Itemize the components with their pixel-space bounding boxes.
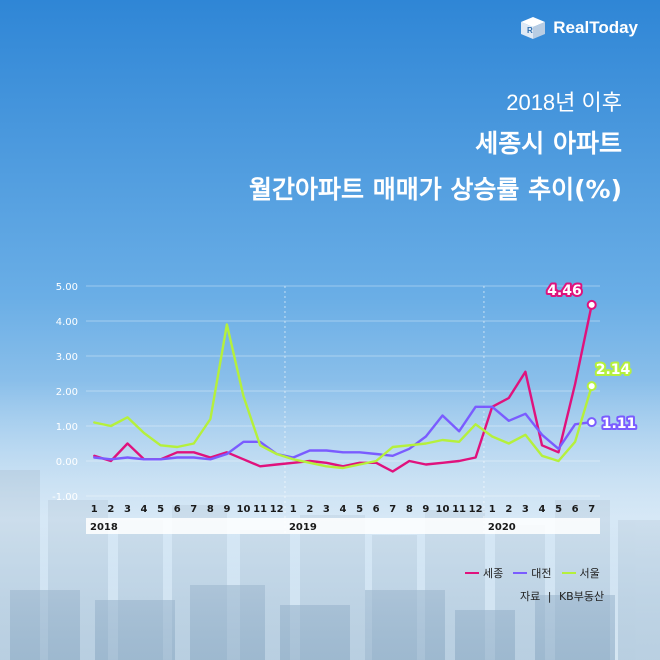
y-tick-label: 0.00	[56, 457, 78, 468]
x-tick-label: 11	[452, 504, 466, 515]
x-tick-label: 3	[124, 504, 131, 515]
source-label: 자료	[520, 590, 541, 603]
legend-item-daejeon: 대전	[513, 565, 552, 581]
end-labels: 4.464.462.142.141.111.11	[545, 281, 638, 434]
x-tick-label: 6	[373, 504, 380, 515]
legend-label-seoul: 서울	[579, 567, 600, 580]
svg-text:R: R	[527, 26, 533, 35]
legend-swatch-seoul	[561, 572, 576, 574]
x-tick-label: 8	[406, 504, 413, 515]
y-tick-label: 4.00	[56, 317, 78, 328]
end-label-outline: 2.14	[596, 362, 631, 378]
end-marker-서울	[586, 381, 597, 392]
end-marker-세종	[586, 299, 597, 310]
chart-grid	[86, 285, 600, 534]
series-lines	[93, 299, 597, 473]
legend-swatch-daejeon	[513, 572, 528, 574]
legend: 세종 대전 서울	[465, 565, 600, 581]
legend-swatch-sejong	[465, 572, 479, 574]
x-tick-label: 3	[323, 504, 330, 515]
legend-item-seoul: 서울	[561, 565, 600, 581]
x-tick-label: 10	[436, 504, 450, 515]
y-axis: 5.00 4.00 3.00 2.00 1.00 0.00 -1.00	[52, 282, 78, 503]
series-line-세종	[93, 303, 593, 473]
x-tick-label: 2	[505, 504, 512, 515]
year-label: 2020	[488, 522, 516, 533]
x-tick-label: 5	[157, 504, 164, 515]
y-tick-label: 3.00	[56, 352, 78, 363]
end-label-outline: 1.11	[602, 416, 637, 432]
source-value: KB부동산	[558, 590, 605, 603]
x-tick-label: 5	[555, 504, 562, 515]
source-separator: |	[547, 590, 552, 603]
x-tick-label: 4	[141, 504, 148, 515]
x-tick-label: 8	[207, 504, 214, 515]
year-label: 2018	[90, 522, 118, 533]
x-tick-label: 7	[588, 504, 595, 515]
x-tick-label: 9	[422, 504, 429, 515]
legend-item-sejong: 세종	[465, 565, 503, 581]
brand-name: RealToday	[553, 18, 638, 37]
series-line-서울	[93, 323, 593, 470]
y-tick-label: 2.00	[56, 387, 78, 398]
y-tick-label: 5.00	[56, 282, 78, 293]
x-tick-label: 1	[489, 504, 496, 515]
y-tick-label: 1.00	[56, 422, 78, 433]
x-tick-label: 1	[91, 504, 98, 515]
legend-label-sejong: 세종	[483, 567, 504, 580]
end-label-outline: 4.46	[547, 283, 582, 299]
x-tick-label: 2	[107, 504, 114, 515]
y-tick-label: -1.00	[52, 492, 78, 503]
title-metric: 월간아파트 매매가 상승률 추이(%)	[248, 175, 622, 204]
x-axis: 1 2 3 4 5 6 7 8 9 10 11 12 1 2 3 4 5 6 7 8 9 10 11 12 1 2 3 4 5 6 7201…	[86, 504, 600, 534]
x-tick-label: 9	[223, 504, 230, 515]
legend-label-daejeon: 대전	[531, 567, 552, 580]
x-tick-label: 4	[340, 504, 347, 515]
title-region: 세종시 아파트	[475, 129, 622, 158]
end-marker-대전	[586, 417, 597, 428]
x-tick-label: 7	[389, 504, 396, 515]
source-note: 자료 | KB부동산	[520, 588, 604, 604]
x-tick-label: 6	[572, 504, 579, 515]
x-tick-label: 12	[270, 504, 284, 515]
realtoday-logo-icon: R	[521, 17, 546, 39]
end-label: 1.11	[602, 416, 637, 432]
year-band	[86, 518, 600, 534]
x-tick-label: 4	[538, 504, 545, 515]
x-tick-label: 2	[306, 504, 313, 515]
end-label: 4.46	[547, 283, 582, 299]
x-tick-label: 3	[522, 504, 529, 515]
brand-logo: R RealToday	[519, 16, 638, 40]
series-line-대전	[93, 405, 593, 461]
x-tick-label: 6	[174, 504, 181, 515]
x-tick-label: 12	[469, 504, 483, 515]
x-tick-label: 5	[356, 504, 363, 515]
x-tick-label: 11	[253, 504, 267, 515]
x-tick-label: 7	[190, 504, 197, 515]
title-period: 2018년 이후	[506, 90, 622, 115]
title-block: 2018년 이후 세종시 아파트 월간아파트 매매가 상승률 추이(%)	[249, 88, 622, 210]
year-label: 2019	[289, 522, 317, 533]
x-tick-label: 1	[290, 504, 297, 515]
end-label: 2.14	[596, 362, 631, 378]
x-tick-label: 10	[237, 504, 251, 515]
